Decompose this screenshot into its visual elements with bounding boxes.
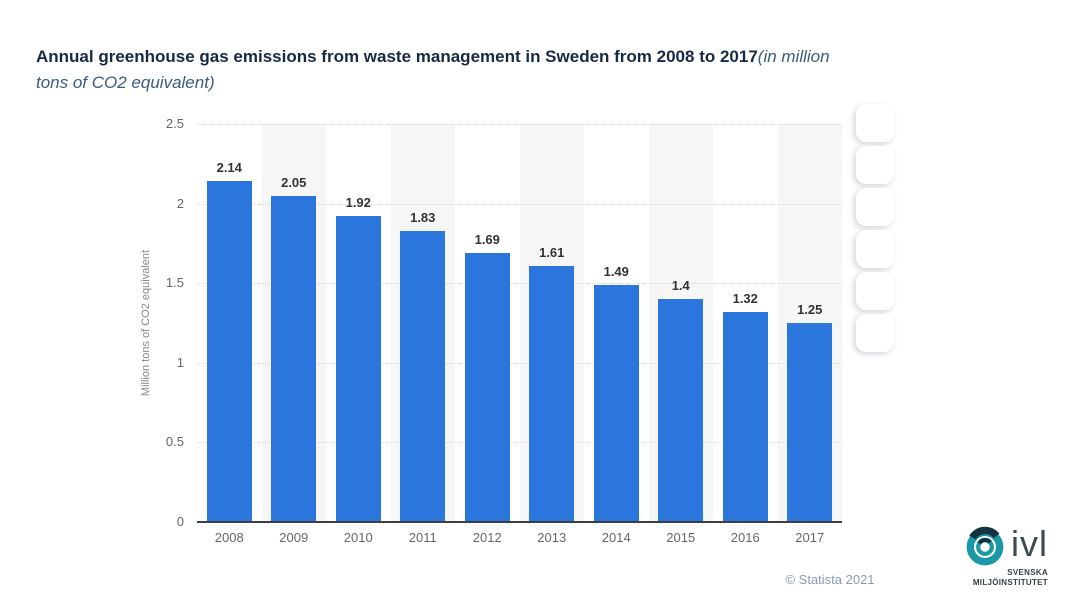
bar-value-label: 1.69 [474, 231, 500, 247]
x-axis-label: 2008 [214, 530, 244, 545]
chart-subtitle-part2: tons of CO2 equivalent) [36, 73, 215, 92]
x-axis-label: 2011 [408, 530, 437, 545]
y-axis-tick-label: 2 [176, 195, 184, 211]
toolbar-button[interactable] [856, 230, 894, 268]
y-axis-tick-label: 0.5 [165, 434, 184, 450]
bar-2013[interactable] [529, 265, 575, 522]
bar-value-label: 1.32 [732, 290, 758, 306]
x-axis-label: 2009 [279, 530, 309, 545]
x-axis-label: 2016 [730, 530, 760, 545]
chart-title: Annual greenhouse gas emissions from was… [36, 44, 996, 96]
bar-2012[interactable] [464, 252, 510, 522]
chart-title-main: Annual greenhouse gas emissions from was… [36, 47, 758, 66]
gridline [197, 124, 842, 125]
x-axis-label: 2017 [795, 530, 825, 545]
bar-2014[interactable] [593, 284, 639, 522]
toolbar-button[interactable] [856, 188, 894, 226]
bar-2011[interactable] [400, 230, 446, 522]
bar-2009[interactable] [271, 195, 317, 522]
y-axis-ticks: 0 0.5 1 1.5 2 2.5 [120, 116, 184, 529]
ivl-logo: ivl SVENSKA MILJÖINSTITUTET [930, 524, 1048, 588]
y-axis-tick-label: 1 [176, 354, 184, 370]
x-axis-label: 2014 [601, 530, 631, 545]
toolbar-button[interactable] [856, 314, 894, 352]
x-axis-label: 2010 [343, 530, 373, 545]
bar-value-label: 1.49 [603, 263, 629, 279]
bar-value-label: 1.83 [410, 209, 436, 225]
bar-2008[interactable] [206, 181, 252, 522]
ivl-logo-subline1: SVENSKA [1007, 568, 1048, 577]
bar-2010[interactable] [335, 216, 381, 522]
gridline [197, 283, 842, 285]
y-axis-tick-label: 2.5 [165, 116, 184, 131]
ivl-logo-text: ivl [1011, 523, 1048, 564]
bar-2016[interactable] [722, 311, 768, 522]
bar-value-label: 1.25 [797, 302, 823, 317]
y-axis-tick-label: 1.5 [165, 275, 184, 291]
bar-2017[interactable] [787, 323, 833, 522]
bar-value-label: 1.61 [539, 244, 565, 260]
toolbar-button[interactable] [856, 104, 894, 142]
x-axis-label: 2012 [472, 530, 502, 545]
x-axis-line [197, 521, 842, 523]
y-axis-tick-label: 0 [176, 514, 184, 529]
toolbar-button[interactable] [856, 272, 894, 310]
bar-value-label: 1.4 [671, 278, 690, 294]
gridline [197, 442, 842, 444]
plot-area: 2.14 2.05 1.92 1.83 1.69 1.61 1.49 1.4 1.32 1.25 [197, 124, 842, 522]
toolbar-button[interactable] [856, 146, 894, 184]
bar-2015[interactable] [658, 299, 704, 522]
ivl-swirl-icon [966, 526, 1004, 566]
bar-value-label: 1.92 [345, 195, 371, 211]
x-axis-label: 2015 [666, 530, 696, 545]
ivl-logo-subline2: MILJÖINSTITUTET [972, 578, 1048, 587]
gridline [197, 203, 842, 205]
bar-value-label: 2.14 [216, 160, 242, 176]
bar-value-label: 2.05 [281, 174, 307, 190]
x-axis-labels: 2008 2009 2010 2011 2012 2013 2014 2015 2016 2017 [197, 530, 842, 548]
chart-subtitle-part1: (in million [757, 47, 830, 66]
x-axis-label: 2013 [537, 530, 567, 545]
statista-copyright[interactable]: © Statista 2021 [785, 572, 875, 587]
gridline [197, 362, 842, 364]
